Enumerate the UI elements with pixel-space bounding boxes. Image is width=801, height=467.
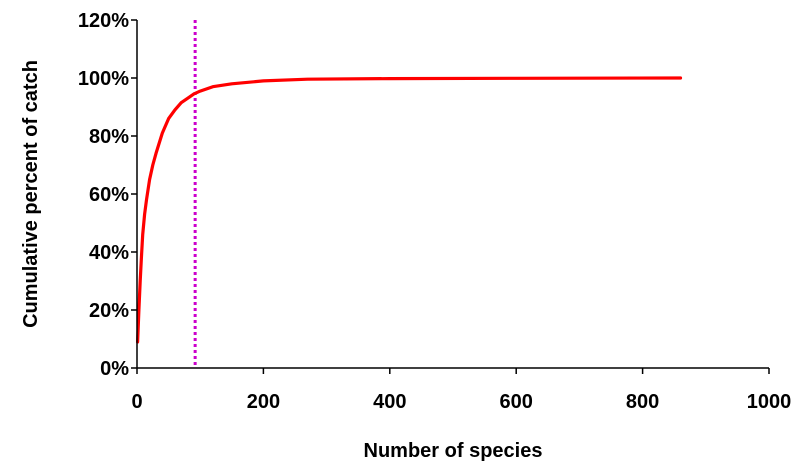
y-tick-label: 60% — [89, 184, 129, 206]
y-tick-label: 0% — [100, 358, 129, 380]
y-axis-title: Cumulative percent of catch — [20, 60, 42, 328]
x-tick-label: 0 — [131, 391, 142, 413]
x-tick-label: 800 — [626, 391, 659, 413]
y-tick-label: 80% — [89, 126, 129, 148]
series-line — [136, 76, 683, 344]
x-axis-title: Number of species — [364, 440, 543, 462]
x-tick-label: 600 — [500, 391, 533, 413]
y-tick-label: 20% — [89, 300, 129, 322]
y-tick-label: 120% — [78, 10, 129, 32]
x-tick-label: 400 — [373, 391, 406, 413]
y-tick-label: 40% — [89, 242, 129, 264]
x-tick-label: 1000 — [747, 391, 792, 413]
plot-area — [136, 20, 683, 368]
ticks: 0% 20% 40% 60% 80% 100% 120% 0 200 400 600 800 1000 — [78, 10, 791, 413]
x-tick-label: 200 — [247, 391, 280, 413]
axes — [136, 20, 769, 369]
y-tick-label: 100% — [78, 68, 129, 90]
